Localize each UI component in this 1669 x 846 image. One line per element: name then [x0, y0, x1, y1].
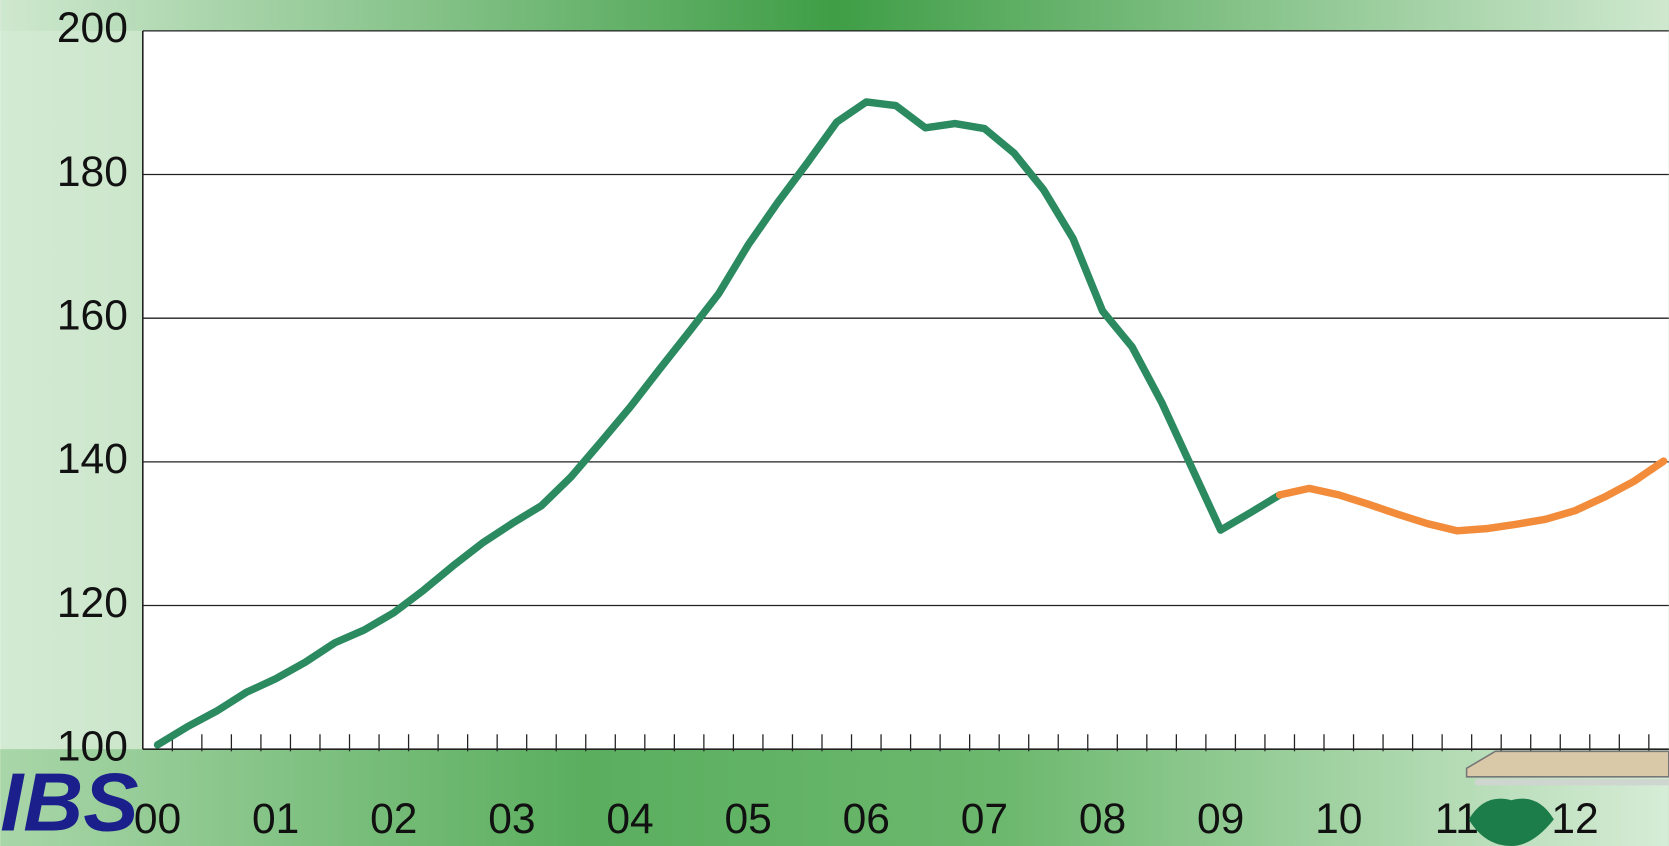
logo: IBS: [0, 756, 138, 846]
x-tick-label: 04: [606, 795, 653, 843]
page: {"chart_data": {"type": "line", "categor…: [0, 0, 1669, 846]
x-tick-label: 10: [1315, 795, 1362, 843]
bottom-band: [0, 749, 1669, 846]
plot-area: [143, 31, 1669, 749]
y-tick-label: 140: [57, 435, 128, 483]
x-tick-label: 08: [1079, 795, 1126, 843]
x-tick-label: 03: [488, 795, 535, 843]
y-tick-label: 120: [57, 579, 128, 627]
x-tick-label: 06: [843, 795, 890, 843]
x-tick-label: 01: [252, 795, 299, 843]
y-tick-label: 160: [57, 291, 128, 339]
x-tick-label: 09: [1197, 795, 1244, 843]
top-band: [0, 0, 1669, 31]
chart: 1001201401601802000001020304050607080910…: [0, 0, 1669, 846]
x-tick-label: 07: [961, 795, 1008, 843]
x-tick-label: 05: [725, 795, 772, 843]
y-tick-label: 180: [57, 148, 128, 196]
y-tick-label: 200: [57, 4, 128, 52]
x-tick-label: 00: [134, 795, 181, 843]
x-tick-label: 02: [370, 795, 417, 843]
x-tick-label: 12: [1551, 795, 1598, 843]
